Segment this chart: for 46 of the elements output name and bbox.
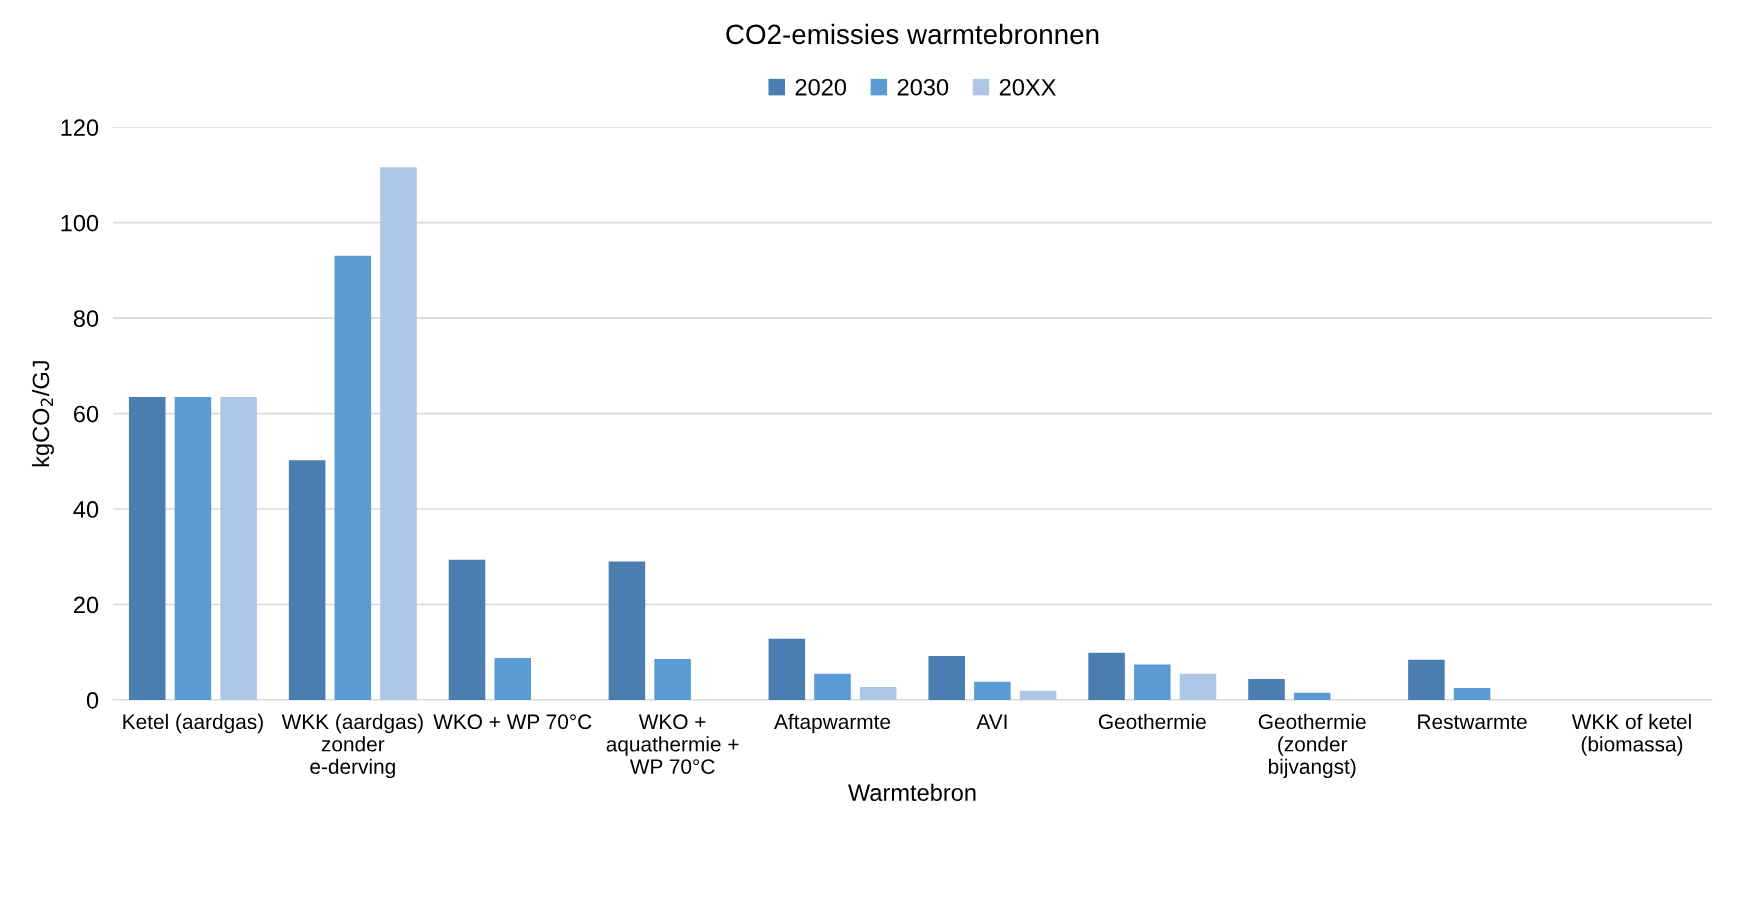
x-tick-label: Restwarmte [1418, 714, 1527, 730]
bar [814, 673, 851, 700]
bar [859, 687, 897, 700]
x-tick-label: WKO + WP 70°C [433, 714, 592, 730]
y-tick-label: 120 [61, 119, 99, 137]
y-tick-label: 60 [74, 405, 99, 423]
y-tick-label: 40 [73, 501, 99, 518]
x-tick-label: Aftapwarmte [774, 713, 891, 734]
bar [334, 255, 372, 700]
bar [1088, 652, 1125, 700]
legend-label: 2030 [897, 78, 949, 96]
y-tick-label: 0 [86, 692, 99, 709]
chart-title: CO2-emissies warmtebronnen [726, 23, 1099, 45]
bar [608, 561, 646, 700]
bar [220, 396, 257, 700]
bar [128, 396, 166, 700]
legend-label: 20XX [999, 78, 1056, 96]
legend-label: 2020 [795, 78, 847, 96]
bar [1408, 659, 1445, 700]
bar [654, 658, 691, 700]
bar [1019, 690, 1057, 700]
x-tick-label: WKK (aardgas) zonder e-derving [281, 713, 423, 779]
bar [1248, 678, 1285, 700]
x-tick-label: Geothermie (zonder bijvangst) [1258, 713, 1366, 779]
x-tick-label: WKK of ketel (biomassa) [1571, 713, 1691, 756]
bar [494, 657, 531, 700]
bar [1453, 688, 1491, 700]
bar [1134, 664, 1171, 700]
x-axis-title: Warmtebron [848, 783, 976, 802]
x-tick-label: Ketel (aardgas) [123, 713, 263, 734]
y-axis-title: kgCO$_{2}$/GJ [31, 361, 54, 467]
bar [974, 681, 1011, 700]
bar [448, 559, 486, 700]
bar [928, 656, 965, 700]
y-tick-label: 80 [73, 310, 99, 327]
bar [380, 167, 417, 700]
bar [288, 460, 326, 700]
x-tick-label: WKO + aquathermie + WP 70°C [606, 714, 739, 774]
x-tick-label: AVI [976, 714, 1007, 729]
y-tick-label: 100 [61, 214, 99, 232]
y-tick-label: 20 [74, 596, 99, 614]
x-tick-label: Geothermie [1098, 713, 1206, 730]
bar [1179, 673, 1217, 700]
bar [1293, 692, 1331, 700]
bar [174, 396, 212, 700]
bar [768, 638, 806, 700]
